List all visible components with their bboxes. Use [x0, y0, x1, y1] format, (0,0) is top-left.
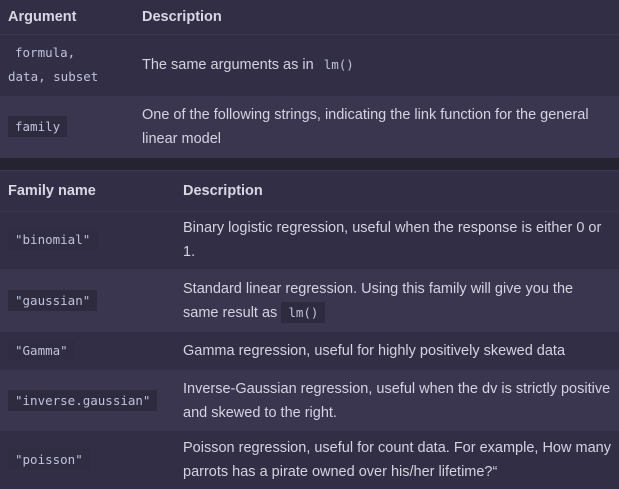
table-row: "gaussian" Standard linear regression. U…	[0, 269, 619, 332]
table-row: formula, data, subset The same arguments…	[0, 34, 619, 96]
description-text: Inverse-Gaussian regression, useful when…	[183, 380, 611, 421]
table-header-row: Argument Description	[0, 0, 619, 35]
column-header: Description	[134, 0, 619, 35]
column-header: Argument	[0, 0, 134, 35]
table-row: "Gamma" Gamma regression, useful for hig…	[0, 332, 619, 370]
description-text: Binary logistic regression, useful when …	[183, 220, 602, 261]
family-code: "binomial"	[8, 229, 98, 251]
family-code: "inverse.gaussian"	[8, 389, 158, 411]
table-separator	[0, 158, 619, 171]
description-text: One of the following strings, indicating…	[142, 107, 589, 147]
family-code: "Gamma"	[8, 340, 75, 361]
table-row: family One of the following strings, ind…	[0, 96, 619, 158]
column-header: Description	[175, 171, 619, 212]
family-code: "gaussian"	[8, 289, 98, 311]
argument-code: family	[8, 116, 68, 137]
column-header: Family name	[0, 171, 175, 212]
description-text: Gamma regression, useful for highly posi…	[183, 343, 566, 359]
table-header-row: Family name Description	[0, 171, 619, 212]
family-table: Family name Description "binomial" Binar…	[0, 171, 619, 489]
family-code: "poisson"	[8, 449, 90, 470]
table-row: "inverse.gaussian" Inverse-Gaussian regr…	[0, 370, 619, 431]
arguments-table: Argument Description formula, data, subs…	[0, 0, 619, 158]
inline-code: lm()	[323, 57, 354, 73]
inline-code: lm()	[281, 301, 326, 323]
argument-code: data, subset	[8, 69, 99, 85]
description-text: Poisson regression, useful for count dat…	[183, 440, 611, 480]
description-text: The same arguments as in	[142, 57, 314, 74]
description-text: Standard linear regression. Using this f…	[183, 280, 574, 321]
table-row: "poisson" Poisson regression, useful for…	[0, 431, 619, 489]
argument-code: formula,	[15, 45, 76, 61]
table-row: "binomial" Binary logistic regression, u…	[0, 211, 619, 269]
